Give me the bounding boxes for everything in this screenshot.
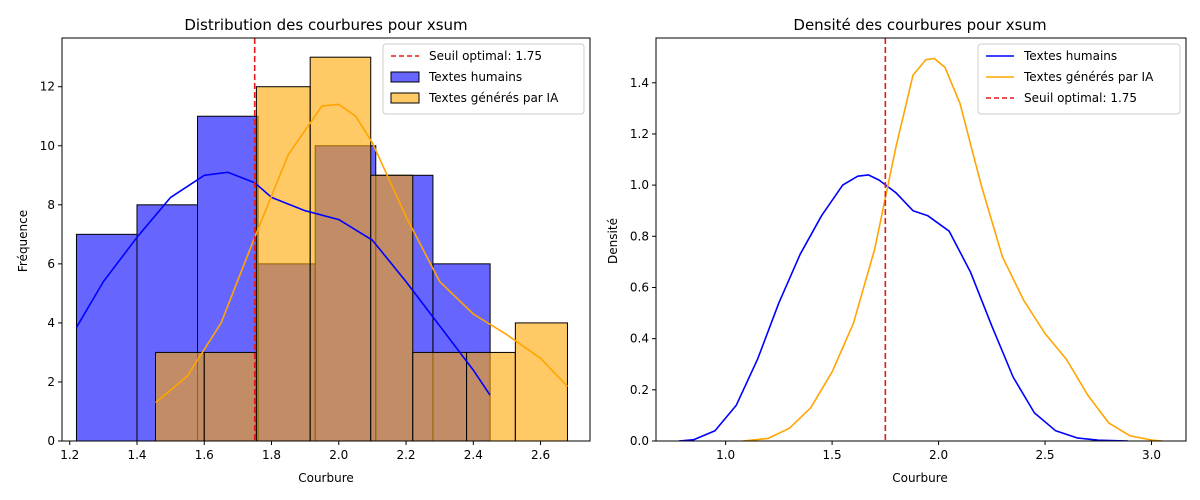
x-axis-label: Courbure (298, 471, 354, 485)
histogram-bar (309, 56, 372, 441)
y-ticks: 0 2 4 6 8 10 12 (40, 80, 62, 448)
y-tick-label: 1.4 (630, 76, 649, 90)
legend-label: Textes humains (428, 70, 522, 84)
y-tick-label: 0.0 (630, 434, 649, 448)
chart-title: Distribution des courbures pour xsum (184, 16, 467, 34)
axes-frame (655, 37, 1187, 442)
y-tick-label: 8 (47, 198, 55, 212)
y-tick-label: 12 (40, 80, 55, 94)
axes-frame (61, 37, 591, 442)
y-tick-label: 0.6 (630, 280, 649, 294)
plot-area (655, 37, 1187, 442)
legend-box (977, 43, 1181, 115)
legend-swatch (390, 92, 420, 104)
legend-label: Textes générés par IA (428, 91, 559, 105)
y-tick-label: 6 (47, 257, 55, 271)
y-tick-label: 10 (40, 139, 55, 153)
density-line-ai (742, 57, 1163, 441)
histogram-bar (75, 233, 138, 441)
x-tick-label: 1.0 (716, 448, 735, 462)
y-tick-label: 1.0 (630, 178, 649, 192)
x-tick-label: 2.2 (396, 448, 415, 462)
kde-line-ai (154, 103, 569, 404)
legend-label: Seuil optimal: 1.75 (1024, 91, 1137, 105)
legend-swatch (390, 71, 420, 83)
y-axis-label: Fréquence (16, 210, 30, 272)
plot-area (61, 37, 591, 442)
legend: Seuil optimal: 1.75 Textes humains Textes … (382, 43, 585, 115)
x-ticks: 1.0 1.5 2.0 2.5 3.0 (716, 441, 1161, 462)
histogram-bar (412, 351, 468, 441)
x-ticks: 1.2 1.4 1.6 1.8 2.0 2.2 2.4 2.6 (60, 441, 550, 462)
y-tick-label: 1.2 (630, 127, 649, 141)
legend-label: Seuil optimal: 1.75 (429, 49, 542, 63)
x-tick-label: 1.6 (195, 448, 214, 462)
chart-title: Densité des courbures pour xsum (793, 16, 1046, 34)
x-tick-label: 2.5 (1035, 448, 1054, 462)
x-tick-label: 2.0 (929, 448, 948, 462)
density-panel: Densité des courbures pour xsum Courbure… (606, 16, 1187, 485)
y-tick-label: 0.2 (630, 383, 649, 397)
x-tick-label: 2.0 (329, 448, 348, 462)
legend: Textes humains Textes générés par IA Seuil… (977, 43, 1181, 115)
x-tick-label: 1.4 (127, 448, 146, 462)
histogram-bar (466, 351, 516, 441)
legend-box (382, 43, 585, 115)
histogram-bar (255, 86, 311, 441)
x-tick-label: 2.4 (464, 448, 483, 462)
y-ticks: 0.0 0.2 0.4 0.6 0.8 1.0 1.2 1.4 (630, 76, 656, 448)
x-tick-label: 1.5 (823, 448, 842, 462)
x-tick-label: 1.2 (60, 448, 79, 462)
x-tick-label: 1.8 (262, 448, 281, 462)
y-tick-label: 0.4 (630, 332, 649, 346)
series-ai-bars (154, 56, 568, 441)
histogram-bar (514, 322, 568, 441)
histogram-bar (370, 174, 414, 441)
y-tick-label: 2 (47, 375, 55, 389)
y-axis-label: Densité (606, 218, 620, 264)
x-axis-label: Courbure (892, 471, 948, 485)
histogram-bar (203, 351, 257, 441)
legend-label: Textes générés par IA (1023, 70, 1154, 84)
legend-label: Textes humains (1023, 49, 1117, 63)
x-tick-label: 2.6 (531, 448, 550, 462)
density-line-human (678, 174, 1129, 441)
histogram-panel: Distribution des courbures pour xsum Cou… (16, 16, 591, 485)
y-tick-label: 4 (47, 316, 55, 330)
y-tick-label: 0 (47, 434, 55, 448)
y-tick-label: 0.8 (630, 229, 649, 243)
x-tick-label: 3.0 (1142, 448, 1161, 462)
